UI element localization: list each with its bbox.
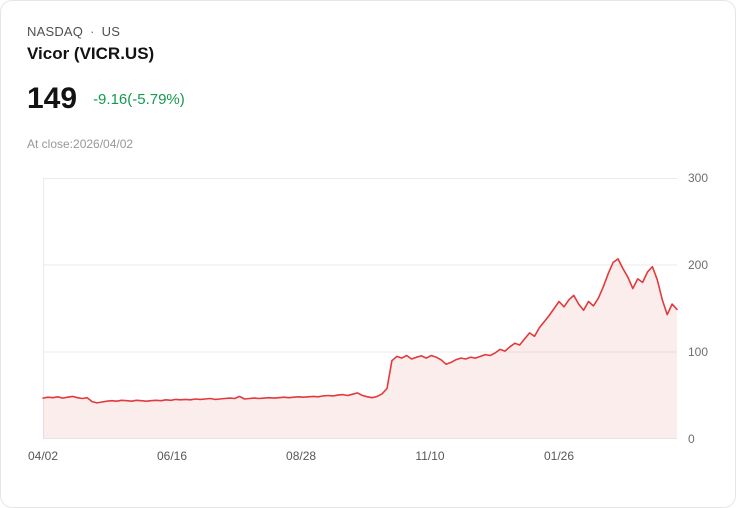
y-axis: 0 100 200 300 [688, 171, 732, 445]
region-label: US [101, 24, 121, 39]
y-axis-label: 300 [688, 171, 709, 186]
price-change: -9.16(-5.79%) [93, 90, 185, 108]
exchange-label: NASDAQ [27, 24, 84, 39]
y-axis-label: 0 [688, 431, 695, 446]
x-axis-label: 01/26 [543, 449, 575, 463]
x-axis-label: 04/02 [27, 449, 59, 463]
market-line: NASDAQ · US [27, 24, 120, 39]
y-axis-label: 100 [688, 345, 709, 359]
x-axis: 04/02 06/16 08/28 11/10 01/26 [28, 449, 677, 465]
x-axis-label: 06/16 [157, 449, 188, 463]
stock-title: Vicor (VICR.US) [27, 44, 155, 63]
x-axis-label: 11/10 [415, 449, 445, 463]
x-axis-label: 08/28 [286, 449, 317, 463]
chart-canvas [42, 178, 678, 439]
close-timestamp: At close:2026/04/02 [27, 137, 134, 151]
y-axis-label: 200 [688, 258, 709, 272]
price-chart[interactable] [42, 178, 678, 439]
separator-dot: · [90, 24, 95, 39]
last-price: 149 [27, 82, 78, 115]
price-row: 149 -9.16(-5.79%) [27, 84, 185, 114]
